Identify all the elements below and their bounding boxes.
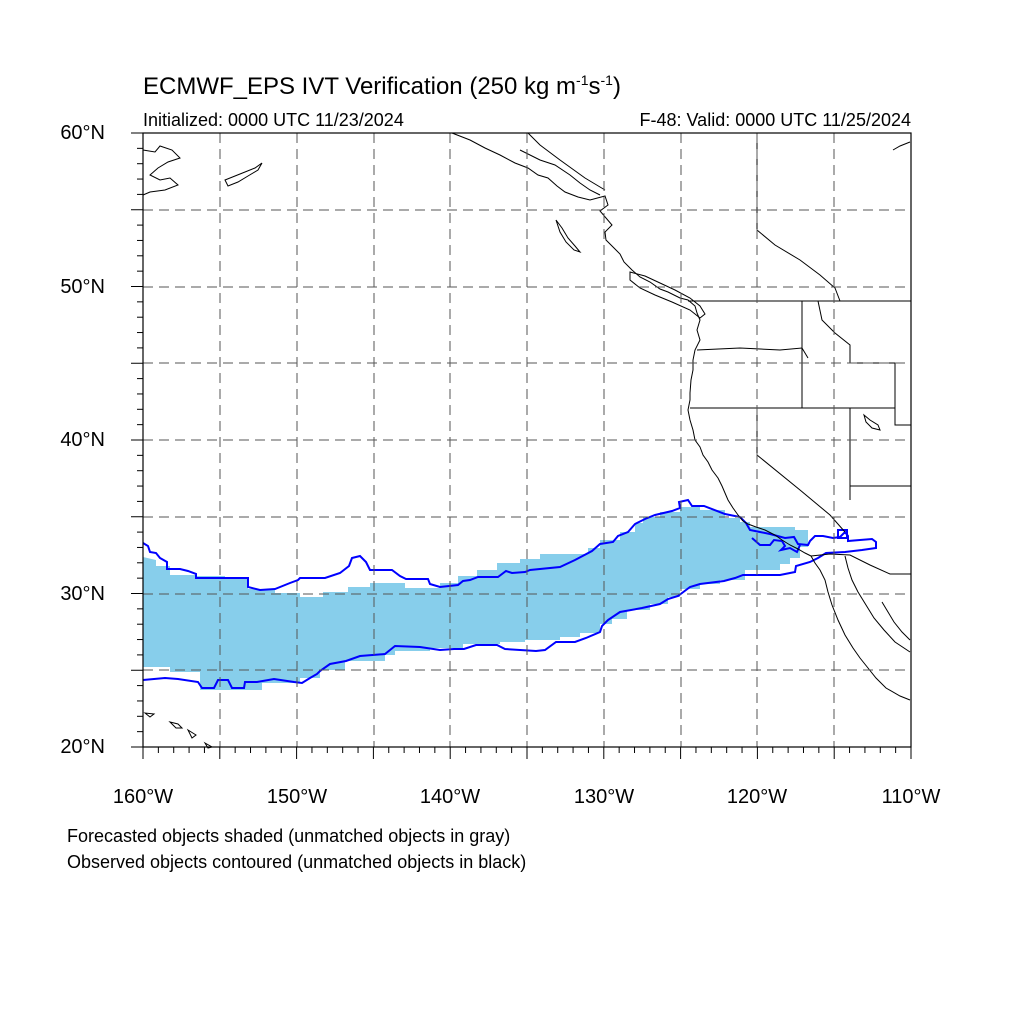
initialized-time: Initialized: 0000 UTC 11/23/2024 [143,110,404,130]
forecast-note: Forecasted objects shaded (unmatched obj… [67,826,511,846]
alaska-bc-border [527,132,606,191]
valid-time: F-48: Valid: 0000 UTC 11/25/2024 [639,110,912,130]
ca-nv-border [756,408,846,533]
great-salt-lake [863,413,881,431]
coastlines [142,132,911,749]
us-mexico-border [810,553,911,575]
observed-ivt-contour [142,498,877,689]
pacific-coastline [451,132,812,557]
haida-gwaii [555,219,582,254]
lon-label-140w: 140°W [419,786,481,808]
observed-note: Observed objects contoured (unmatched ob… [67,852,527,872]
lon-label-160w: 160°W [112,786,174,808]
vancouver-island [629,271,706,319]
baja-coastline [810,555,911,701]
wa-or-border [696,347,809,359]
lon-label-110w: 110°W [881,786,941,808]
canada-inner-coast [519,149,601,196]
wyoming-border [894,363,911,426]
lat-label-30: 30°N [60,583,105,605]
observed-contour-small-box [837,529,848,539]
lon-label-150w: 150°W [266,786,328,808]
baja-gulf-coast [844,555,911,653]
lat-label-50: 50°N [60,276,105,298]
map-title: ECMWF_EPS IVT Verification (250 kg m-1s-… [143,72,621,100]
lat-label-20: 20°N [60,736,105,758]
lat-label-40: 40°N [60,429,105,451]
hawaii-islands [143,712,214,749]
lat-label-60: 60°N [60,122,105,144]
mexico-mainland-coast [881,601,911,641]
observed-contour-inner-loop [751,537,801,554]
axis-ticks [131,132,912,759]
idaho-montana-border [817,300,895,364]
alaska-islands [224,162,263,187]
lat-lon-grid [143,133,911,747]
lon-label-130w: 130°W [573,786,635,808]
bc-alberta-border [756,133,841,302]
northeast-coast-fragment [892,141,911,151]
lon-label-120w: 120°W [726,786,788,808]
alaska-coast-fragment [142,145,181,196]
forecast-ivt-object [143,507,808,690]
